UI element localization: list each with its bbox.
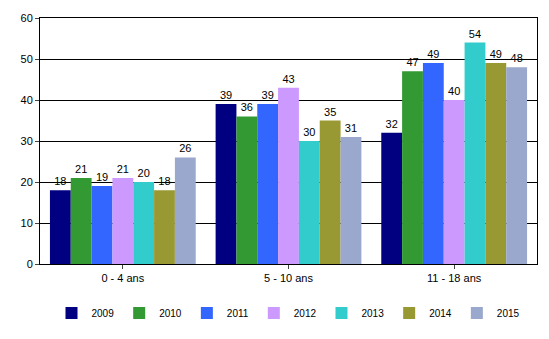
svg-text:30: 30 xyxy=(303,126,315,138)
svg-text:39: 39 xyxy=(220,89,232,101)
svg-text:18: 18 xyxy=(54,175,66,187)
svg-text:19: 19 xyxy=(96,171,108,183)
svg-text:36: 36 xyxy=(241,101,253,113)
svg-text:2015: 2015 xyxy=(497,308,520,319)
svg-text:2013: 2013 xyxy=(361,308,384,319)
svg-text:39: 39 xyxy=(262,89,274,101)
svg-text:32: 32 xyxy=(386,118,398,130)
svg-text:2014: 2014 xyxy=(429,308,452,319)
svg-text:49: 49 xyxy=(427,48,439,60)
svg-text:20: 20 xyxy=(21,176,33,188)
svg-text:60: 60 xyxy=(21,12,33,24)
svg-text:21: 21 xyxy=(75,163,87,175)
svg-text:50: 50 xyxy=(21,53,33,65)
svg-text:10: 10 xyxy=(21,217,33,229)
svg-text:0 - 4 ans: 0 - 4 ans xyxy=(101,272,144,284)
svg-text:35: 35 xyxy=(324,106,336,118)
svg-text:26: 26 xyxy=(179,142,191,154)
svg-text:2009: 2009 xyxy=(92,308,115,319)
svg-text:31: 31 xyxy=(345,122,357,134)
svg-text:54: 54 xyxy=(469,28,481,40)
svg-text:2010: 2010 xyxy=(159,308,182,319)
svg-text:43: 43 xyxy=(282,73,294,85)
svg-text:40: 40 xyxy=(448,85,460,97)
svg-text:48: 48 xyxy=(511,52,523,64)
svg-text:0: 0 xyxy=(27,258,33,270)
svg-text:21: 21 xyxy=(117,163,129,175)
svg-text:40: 40 xyxy=(21,94,33,106)
svg-text:47: 47 xyxy=(406,56,418,68)
svg-text:5 - 10 ans: 5 - 10 ans xyxy=(264,272,313,284)
svg-text:2011: 2011 xyxy=(227,308,249,319)
svg-text:20: 20 xyxy=(138,167,150,179)
svg-text:18: 18 xyxy=(158,175,170,187)
svg-text:11 - 18 ans: 11 - 18 ans xyxy=(427,272,482,284)
svg-text:30: 30 xyxy=(21,135,33,147)
svg-text:49: 49 xyxy=(490,48,502,60)
svg-text:2012: 2012 xyxy=(294,308,317,319)
